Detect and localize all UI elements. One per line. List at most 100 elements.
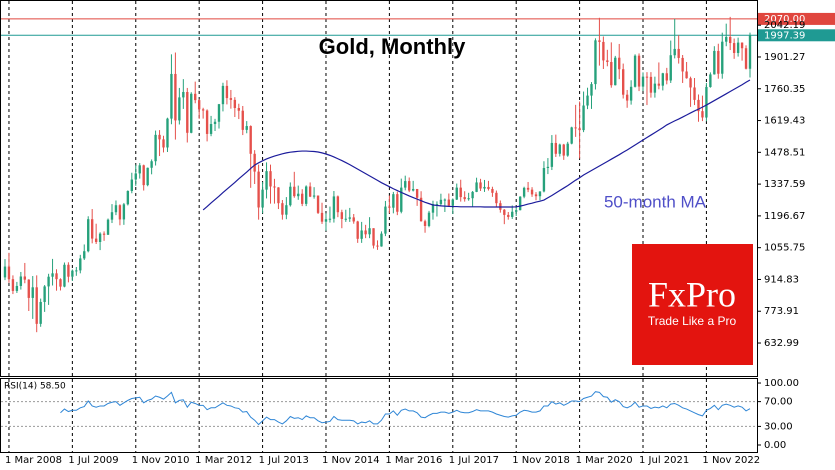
candle-body <box>709 74 712 88</box>
candle-body <box>336 196 340 213</box>
rsi-line <box>60 391 751 426</box>
candle-body <box>75 270 78 272</box>
candle-body <box>79 258 82 271</box>
candle-body <box>415 188 419 198</box>
candle-body <box>705 87 708 118</box>
y-tick-label: 1901.27 <box>764 52 805 63</box>
candle-body <box>67 264 70 277</box>
candle-body <box>23 276 27 280</box>
candle-body <box>479 182 482 189</box>
candle-body <box>87 219 90 252</box>
candle-body <box>689 78 692 88</box>
candle-body <box>320 212 324 222</box>
candle-body <box>744 48 748 69</box>
candle-body <box>538 191 542 197</box>
candle-body <box>431 204 435 213</box>
x-tick-label: 1 Mar 2008 <box>5 455 62 466</box>
candle-body <box>574 127 577 129</box>
candle-body <box>186 91 189 133</box>
candle-body <box>602 41 605 61</box>
candle-body <box>582 105 585 131</box>
candle-body <box>348 217 351 219</box>
candle-body <box>507 214 510 217</box>
candle-body <box>435 204 439 206</box>
chart-title: Gold, Monthly <box>319 34 466 59</box>
candle-body <box>483 186 486 189</box>
candle-body <box>328 218 332 220</box>
candle-body <box>562 144 565 156</box>
y-tick-label: 70.00 <box>764 397 793 408</box>
candle-body <box>713 50 716 75</box>
y-tick-label: 773.91 <box>764 306 799 317</box>
candle-body <box>233 99 237 109</box>
candle-body <box>610 61 613 86</box>
x-tick-label: 1 Jul 2009 <box>68 455 118 466</box>
candle-body <box>229 98 233 100</box>
candle-body <box>503 209 506 215</box>
logo-tagline: Trade Like a Pro <box>648 314 737 328</box>
candle-body <box>590 84 593 96</box>
candle-body <box>427 212 431 226</box>
candle-body <box>380 233 383 247</box>
logo-name: FxPro <box>648 274 736 314</box>
candle-body <box>174 73 177 121</box>
x-tick-label: 1 Jul 2017 <box>449 455 499 466</box>
candle-body <box>63 264 66 287</box>
x-tick-label: 1 Jul 2013 <box>259 455 309 466</box>
y-tick-label: 2042.19 <box>764 20 805 31</box>
candle-body <box>404 181 407 188</box>
candle-body <box>467 198 470 200</box>
price-label-box <box>758 12 835 25</box>
candle-body <box>106 219 110 235</box>
candle-body <box>245 126 248 130</box>
candle-body <box>598 40 601 42</box>
candle-body <box>681 57 684 72</box>
candle-body <box>491 188 494 193</box>
rsi-label: RSI(14) 58.50 <box>4 382 66 392</box>
moving-average <box>202 79 751 211</box>
candle-body <box>550 142 554 167</box>
candle-body <box>625 94 629 101</box>
candle-body <box>542 167 546 192</box>
candle-body <box>451 199 454 206</box>
candle-body <box>312 195 316 197</box>
candle-body <box>392 194 395 208</box>
candle-body <box>629 86 633 101</box>
candle-body <box>225 85 229 99</box>
candle-body <box>35 287 38 324</box>
candle-body <box>411 188 415 191</box>
y-tick-label: 632.99 <box>764 338 799 349</box>
candle-body <box>332 196 336 219</box>
candle-body <box>419 197 423 222</box>
y-tick-label: 1619.43 <box>764 116 805 127</box>
candle-body <box>11 279 15 291</box>
candle-body <box>138 165 141 174</box>
candle-body <box>316 195 320 213</box>
candle-body <box>408 181 411 191</box>
candle-body <box>51 273 54 277</box>
candle-body <box>27 279 30 298</box>
x-tick-label: 1 Mar 2016 <box>385 455 442 466</box>
candle-body <box>701 111 704 118</box>
candle-body <box>265 171 268 190</box>
candle-body <box>641 76 645 87</box>
candle-body <box>637 55 641 87</box>
candle-body <box>522 187 526 197</box>
candle-body <box>308 186 312 197</box>
candle-body <box>495 192 498 204</box>
candle-body <box>463 197 466 200</box>
candle-body <box>281 203 284 215</box>
candle-body <box>301 193 304 204</box>
candle-body <box>669 55 672 81</box>
candle-body <box>182 91 185 98</box>
candle-body <box>487 186 490 189</box>
candle-body <box>566 143 569 156</box>
candle-body <box>530 189 534 195</box>
candle-body <box>645 76 649 78</box>
candle-body <box>158 134 161 140</box>
candle-body <box>205 110 209 134</box>
candle-body <box>364 230 367 235</box>
candle-body <box>122 204 126 220</box>
x-tick-label: 1 Nov 2010 <box>132 455 190 466</box>
